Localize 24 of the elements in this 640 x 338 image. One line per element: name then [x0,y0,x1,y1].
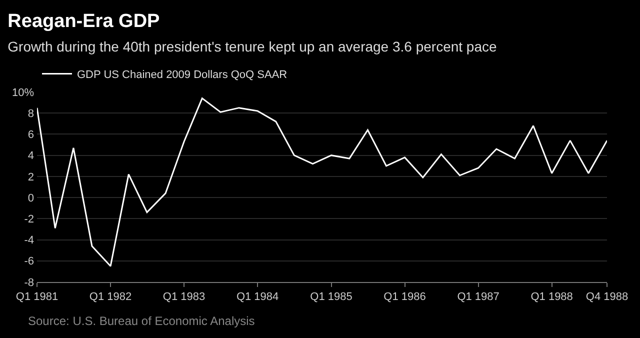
legend-label: GDP US Chained 2009 Dollars QoQ SAAR [77,68,288,81]
x-tick-label: Q1 1983 [162,291,206,304]
y-tick-label: -4 [24,234,34,247]
y-tick-label: 4 [28,150,34,162]
y-tick-label: 8 [28,108,34,120]
x-tick-label: Q1 1985 [310,291,352,304]
x-tick-label: Q1 1984 [236,291,279,304]
x-tick-label: Q4 1988 [586,291,628,304]
y-tick-label: -6 [24,256,34,268]
x-tick-label: Q1 1982 [89,291,132,304]
x-tick-label: Q1 1988 [530,291,573,304]
y-tick-label: 2 [28,171,34,184]
y-tick-label: 0 [28,192,34,204]
y-tick-label: -2 [24,214,34,226]
x-tick-label: Q1 1986 [384,291,426,304]
chart-title: Reagan-Era GDP [8,11,160,32]
chart-subtitle: Growth during the 40th president's tenure kept up an average 3.6 percent pace [8,38,497,55]
y-tick-label: 10% [12,86,34,99]
y-tick-label: 6 [28,129,34,142]
line-series [37,98,607,267]
source-note: Source: U.S. Bureau of Economic Analysis [28,314,255,328]
x-tick-label: Q1 1987 [457,291,500,304]
y-tick-label: -8 [24,276,34,289]
x-tick-label: Q1 1981 [16,291,58,304]
